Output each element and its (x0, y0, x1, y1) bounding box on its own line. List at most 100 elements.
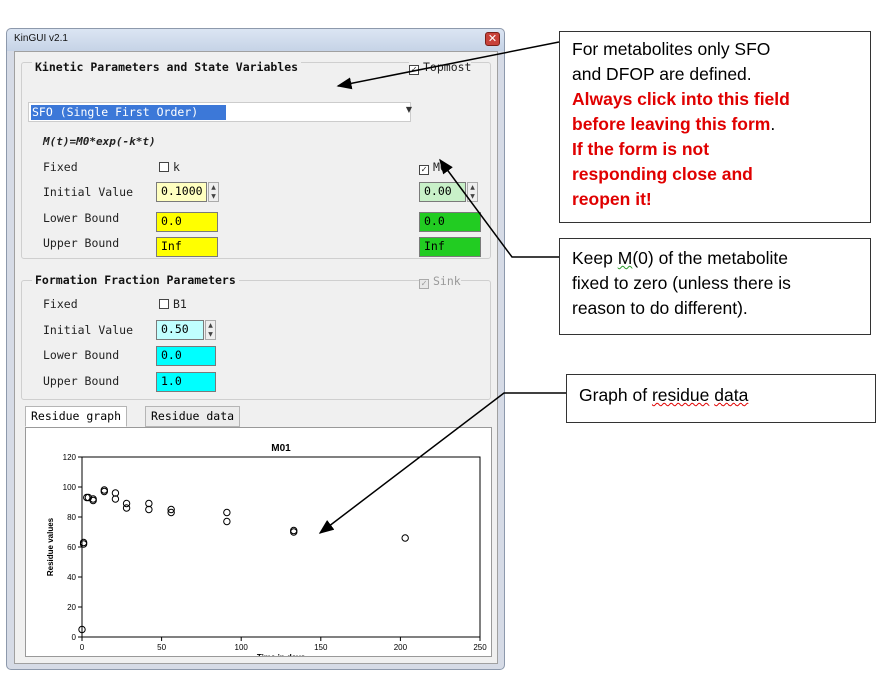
data-point (79, 538, 88, 547)
k-initial-input[interactable]: 0.1000 (156, 182, 207, 202)
data-point (89, 495, 97, 503)
data-point (223, 508, 231, 517)
sink-checkbox: ✓ Sink (419, 274, 461, 289)
data-point (223, 517, 231, 526)
m0-check-icon: ✓ (419, 165, 429, 175)
b1-initial-input[interactable]: 0.50 (156, 320, 204, 340)
data-point (111, 495, 120, 503)
y-tick-label: 60 (67, 543, 76, 552)
topmost-checkbox[interactable]: ✓ Topmost (409, 60, 472, 75)
topmost-check-icon: ✓ (409, 65, 419, 75)
chevron-down-icon[interactable]: ▼ (405, 105, 412, 114)
x-tick-label: 250 (473, 643, 487, 652)
data-point (145, 499, 153, 508)
y-tick-label: 80 (67, 513, 76, 522)
initial-value-label: Initial Value (43, 185, 134, 199)
b1-name: B1 (173, 297, 187, 311)
ff-fixed-label: Fixed (43, 297, 78, 311)
tab-residue-data[interactable]: Residue data (145, 406, 241, 427)
ff-lower-label: Lower Bound (43, 348, 120, 362)
note1-red3: If the form is not (572, 139, 710, 159)
y-tick-label: 120 (63, 453, 77, 462)
title-bar[interactable]: KinGUI v2.1 ✕ (7, 29, 504, 51)
kingui-window: KinGUI v2.1 ✕ Kinetic Parameters and Sta… (6, 28, 505, 670)
model-selected-value: SFO (Single First Order) (31, 105, 226, 120)
data-point (290, 526, 298, 535)
m0-initial-input[interactable]: 0.00 (419, 182, 466, 202)
window-title: KinGUI v2.1 (14, 33, 68, 44)
y-tick-label: 20 (67, 603, 76, 612)
x-tick-label: 100 (235, 643, 249, 652)
m0-initial-spinner[interactable]: ▲ ▼ (467, 182, 478, 202)
m0-fixed-checkbox[interactable]: ✓ M0 (419, 160, 447, 175)
data-point (111, 489, 120, 497)
y-tick-label: 100 (63, 483, 77, 492)
data-point (79, 540, 88, 548)
model-equation: M(t)=M0*exp(-k*t) (43, 135, 156, 148)
x-tick-label: 50 (157, 643, 166, 652)
b1-upper-input[interactable]: 1.0 (156, 372, 216, 392)
data-point (89, 496, 97, 505)
note3-word1: residue (651, 385, 710, 405)
data-point (100, 487, 108, 496)
x-tick-label: 200 (394, 643, 408, 652)
close-button[interactable]: ✕ (485, 32, 500, 46)
note1-red4: responding close and (572, 164, 753, 184)
ff-initial-label: Initial Value (43, 323, 134, 337)
k-upper-input[interactable]: Inf (156, 237, 218, 257)
kinetic-header: Kinetic Parameters and State Variables (32, 60, 302, 74)
annotation-model-note: For metabolites only SFO and DFOP are de… (559, 31, 871, 223)
note1-red1: Always click into this field (572, 89, 790, 109)
x-tick-label: 0 (80, 643, 85, 652)
data-point (122, 504, 131, 512)
formation-group (21, 280, 491, 400)
data-point (145, 505, 153, 514)
data-point (167, 508, 175, 517)
chart-title: M01 (271, 443, 291, 454)
note2-post: (0) of the metabolite (632, 248, 788, 268)
note2-pre: Keep (572, 248, 618, 268)
k-initial-spinner[interactable]: ▲ ▼ (208, 182, 219, 202)
upper-bound-label: Upper Bound (43, 236, 120, 250)
plot-frame (81, 456, 481, 638)
sink-check-icon: ✓ (419, 279, 429, 289)
data-point (122, 499, 131, 508)
note1-red2: before leaving this form (572, 114, 771, 134)
note2-m: M (617, 248, 633, 268)
note3-word2: data (714, 385, 749, 405)
annotation-graph-note: Graph of residue data (566, 374, 876, 423)
note1-red2-end: . (770, 114, 776, 134)
b1-fixed-checkbox[interactable]: B1 (159, 297, 187, 311)
y-axis-label: Residue values (46, 517, 55, 576)
y-tick-label: 0 (72, 633, 77, 642)
data-point (290, 528, 298, 536)
annotation-m0-note: Keep M(0) of the metabolite fixed to zer… (559, 238, 871, 335)
lower-bound-label: Lower Bound (43, 211, 120, 225)
m0-name: M0 (433, 160, 447, 174)
k-name: k (173, 160, 180, 174)
y-tick-label: 40 (67, 573, 76, 582)
m0-lower-input[interactable]: 0.0 (419, 212, 481, 232)
k-check-icon (159, 162, 169, 172)
tab-residue-graph[interactable]: Residue graph (25, 406, 128, 427)
residue-graph-panel: M01 0 50 100 150 200 250 0 20 40 60 80 100 120 Time in… (25, 427, 492, 657)
note3-pre: Graph of (579, 385, 652, 405)
sink-label: Sink (433, 274, 461, 288)
data-point (78, 625, 86, 634)
note1-red5: reopen it! (572, 189, 652, 209)
k-lower-input[interactable]: 0.0 (156, 212, 218, 232)
b1-check-icon (159, 299, 169, 309)
b1-initial-spinner[interactable]: ▲ ▼ (205, 320, 216, 340)
m0-upper-input[interactable]: Inf (419, 237, 481, 257)
k-fixed-checkbox[interactable]: k (159, 160, 180, 174)
formation-header: Formation Fraction Parameters (32, 273, 239, 287)
note2-line2: fixed to zero (unless there is (572, 273, 791, 293)
note2-line3: reason to do different). (572, 298, 748, 318)
data-point (401, 534, 409, 542)
b1-lower-input[interactable]: 0.0 (156, 346, 216, 366)
residue-chart: M01 0 50 100 150 200 250 0 20 40 60 80 100 120 Time in… (46, 443, 487, 656)
note1-line2: and DFOP are defined. (572, 64, 752, 84)
model-select[interactable]: SFO (Single First Order) ▼ (28, 102, 412, 122)
fixed-label: Fixed (43, 160, 78, 174)
window-client-area: Kinetic Parameters and State Variables ✓… (14, 51, 498, 664)
